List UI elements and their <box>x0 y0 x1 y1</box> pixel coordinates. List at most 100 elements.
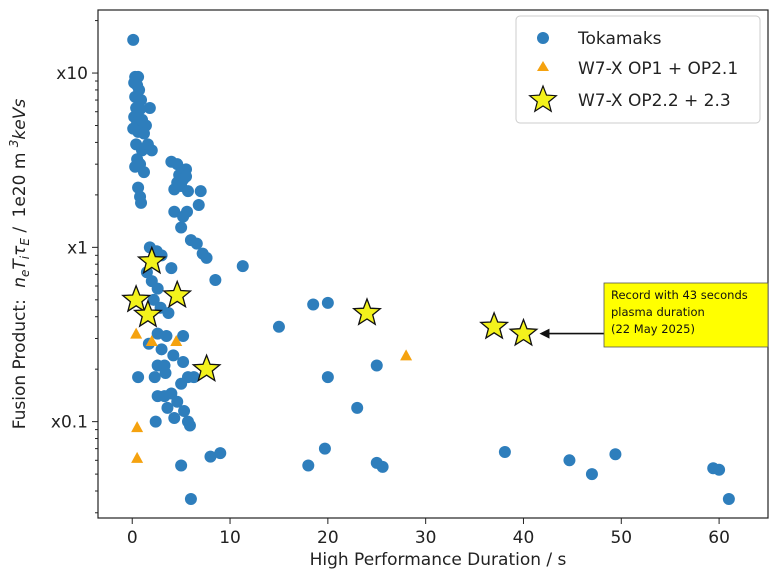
tokamak-point <box>183 419 196 432</box>
tokamak-point <box>132 371 145 384</box>
legend: Tokamaks W7-X OP1 + OP2.1 W7-X OP2.2 + 2… <box>515 15 761 124</box>
x-tick-label: 30 <box>415 528 437 548</box>
y-tick-label: x0.1 <box>51 413 88 433</box>
x-tick-label: 60 <box>708 528 730 548</box>
annotation-box <box>603 282 769 348</box>
tokamak-point <box>187 371 200 384</box>
tokamak-point <box>135 196 148 209</box>
w7x-op1-point <box>131 451 144 463</box>
tokamak-point <box>177 210 190 223</box>
y-tick-label: x10 <box>56 64 88 84</box>
legend-box <box>515 15 761 124</box>
annotation-line-3: (22 May 2025) <box>611 322 695 336</box>
legend-tokamaks-label: Tokamaks <box>577 29 662 49</box>
tokamak-point <box>302 459 315 472</box>
tokamak-point <box>171 158 184 171</box>
x-tick-label: 40 <box>513 528 535 548</box>
tokamak-point <box>190 237 203 250</box>
tokamak-point <box>209 273 222 286</box>
tokamak-point <box>168 205 181 218</box>
tokamak-point <box>175 459 188 472</box>
annotation-line-1: Record with 43 seconds <box>611 288 748 302</box>
tokamak-point <box>177 355 190 368</box>
tokamak-point <box>722 492 735 505</box>
w7x-op22-point <box>121 283 152 313</box>
tokamak-point <box>184 492 197 505</box>
tokamak-point <box>149 415 162 428</box>
tokamak-point <box>321 296 334 309</box>
tokamak-point <box>165 262 178 275</box>
x-axis-label: High Performance Duration / s <box>310 550 567 570</box>
tokamak-point <box>321 371 334 384</box>
legend-w7x-op1-label: W7-X OP1 + OP2.1 <box>578 59 738 79</box>
w7x-op22-point <box>351 297 383 326</box>
tokamak-point <box>177 329 190 342</box>
w7x-op1-point <box>400 349 413 361</box>
w7x-op22-point <box>191 353 222 382</box>
tokamak-point <box>171 395 184 408</box>
legend-w7x-op22-label: W7-X OP2.2 + 2.3 <box>578 91 731 111</box>
x-axis-ticks: 0 10 20 30 40 50 60 <box>127 518 730 548</box>
tokamak-point <box>192 198 205 211</box>
tokamak-point <box>181 185 194 198</box>
tokamak-point <box>159 367 172 380</box>
tokamak-point <box>161 401 174 414</box>
legend-tokamaks-marker <box>537 32 549 44</box>
w7x-op22-point <box>132 298 163 328</box>
tokamak-point <box>178 405 191 418</box>
x-tick-label: 0 <box>127 528 138 548</box>
tokamak-point <box>351 401 364 414</box>
tokamak-point <box>498 445 511 458</box>
tokamak-point <box>145 144 158 157</box>
tokamak-point <box>204 450 217 463</box>
w7x-op1-point <box>145 335 158 347</box>
w7x-op22-point <box>479 310 510 340</box>
tokamak-point <box>563 454 576 467</box>
w7x-op1-point <box>170 335 183 347</box>
w7x-op1-point <box>130 327 143 339</box>
tokamak-point <box>155 343 168 356</box>
record-annotation: Record with 43 seconds plasma duration (… <box>539 282 769 348</box>
tokamak-point <box>307 298 320 311</box>
tokamak-point <box>137 166 150 179</box>
tokamak-point <box>370 359 383 372</box>
tokamak-point <box>148 371 161 384</box>
tokamak-point <box>585 468 598 481</box>
tokamak-point <box>147 293 160 306</box>
legend-w7x-op22-marker <box>528 84 558 113</box>
tokamak-point <box>236 260 249 273</box>
tokamak-point <box>200 251 213 264</box>
tokamak-point <box>137 127 150 140</box>
y-axis-ticks: x0.1 x1 x10 <box>51 20 98 514</box>
tokamak-point <box>272 320 285 333</box>
tokamak-point <box>214 447 227 460</box>
y-tick-label: x1 <box>67 238 88 258</box>
tokamak-point <box>151 282 164 295</box>
tokamak-point <box>318 442 331 455</box>
tokamak-point <box>143 102 156 115</box>
x-tick-label: 50 <box>610 528 632 548</box>
data-points <box>121 33 735 505</box>
tokamak-point <box>127 33 140 46</box>
tokamak-point <box>194 185 207 198</box>
tokamak-point <box>609 448 622 461</box>
y-axis-label: Fusion Product: neTiτE / 1e20 m 3keVs <box>7 99 32 430</box>
tokamak-point <box>129 160 142 173</box>
tokamak-point <box>713 463 726 476</box>
legend-w7x-op1-marker <box>537 61 549 71</box>
x-tick-label: 20 <box>317 528 339 548</box>
tokamak-point <box>167 349 180 362</box>
w7x-op22-point <box>508 317 539 347</box>
x-tick-label: 10 <box>219 528 241 548</box>
annotation-line-2: plasma duration <box>611 305 705 319</box>
tokamak-point <box>160 329 173 342</box>
tokamak-point <box>168 183 181 196</box>
w7x-op1-point <box>131 421 144 433</box>
w7x-op22-point <box>136 245 167 275</box>
annotation-arrowhead <box>539 328 550 339</box>
tokamak-point <box>162 307 175 320</box>
w7x-op22-point <box>162 279 193 309</box>
tokamak-point <box>132 181 145 194</box>
tokamak-point <box>168 411 181 424</box>
